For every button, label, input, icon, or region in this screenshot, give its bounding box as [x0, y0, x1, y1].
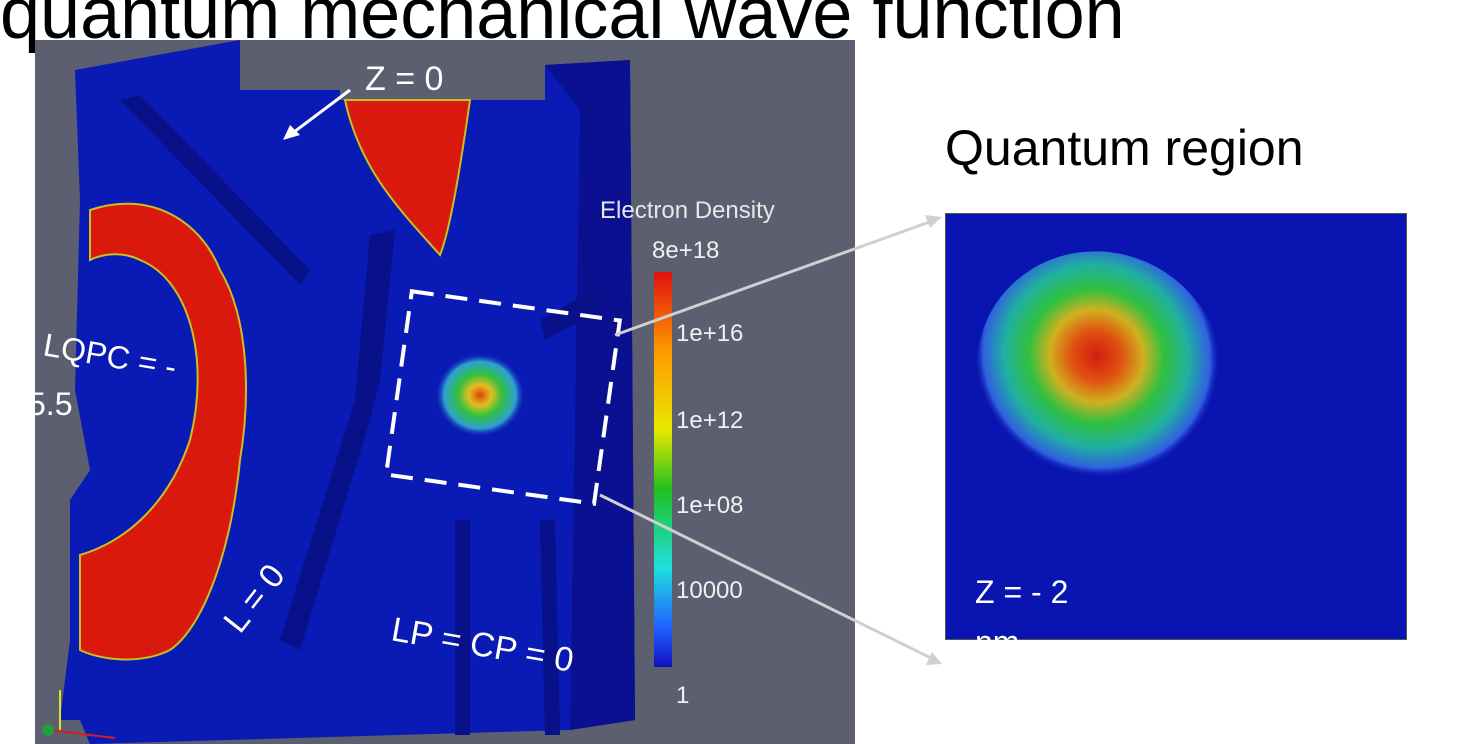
page: {"title": "quantum mechanical wave funct…: [0, 0, 1457, 744]
colorbar-tick-label: 1e+16: [676, 320, 743, 347]
colorbar-tick-label: 8e+18: [652, 237, 719, 264]
colorbar-tick-label: 1e+08: [676, 492, 743, 519]
colorbar-tick-label: 10000: [676, 577, 743, 604]
colorbar-tick-label: 1: [676, 682, 689, 709]
region-z-label: nm: [975, 624, 1019, 660]
lqpc-label: 5.5: [28, 386, 72, 422]
quantum-region-image: Z = - 2 nm: [929, 203, 1407, 660]
z-label: Z = 0: [365, 60, 443, 98]
simulation-image: Z = 0 LQPC = - 5.5 L = 0 LP = CP = 0 Ele…: [28, 40, 855, 744]
colorbar-tick-label: 1e+12: [676, 407, 743, 434]
region-z-label: Z = - 2: [975, 574, 1068, 610]
colorbar: [654, 272, 672, 667]
colorbar-title: Electron Density: [600, 197, 775, 224]
slide: quantum mechanical wave function Z = 0 L…: [0, 0, 1457, 744]
region-title: Quantum region: [945, 120, 1304, 176]
